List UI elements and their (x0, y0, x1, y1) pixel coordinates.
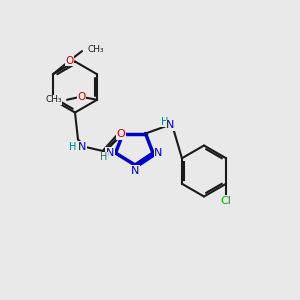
Text: CH₃: CH₃ (45, 95, 62, 104)
Text: O: O (65, 56, 74, 66)
Text: O: O (77, 92, 85, 102)
Text: N: N (166, 120, 175, 130)
Text: Cl: Cl (220, 196, 232, 206)
Text: N: N (131, 166, 139, 176)
Text: H: H (69, 142, 76, 152)
Text: CH₃: CH₃ (87, 45, 104, 54)
Text: N: N (78, 142, 87, 152)
Text: H: H (161, 116, 169, 127)
Text: H: H (100, 152, 108, 163)
Text: N: N (106, 148, 114, 158)
Text: O: O (116, 129, 125, 139)
Text: N: N (154, 148, 163, 158)
